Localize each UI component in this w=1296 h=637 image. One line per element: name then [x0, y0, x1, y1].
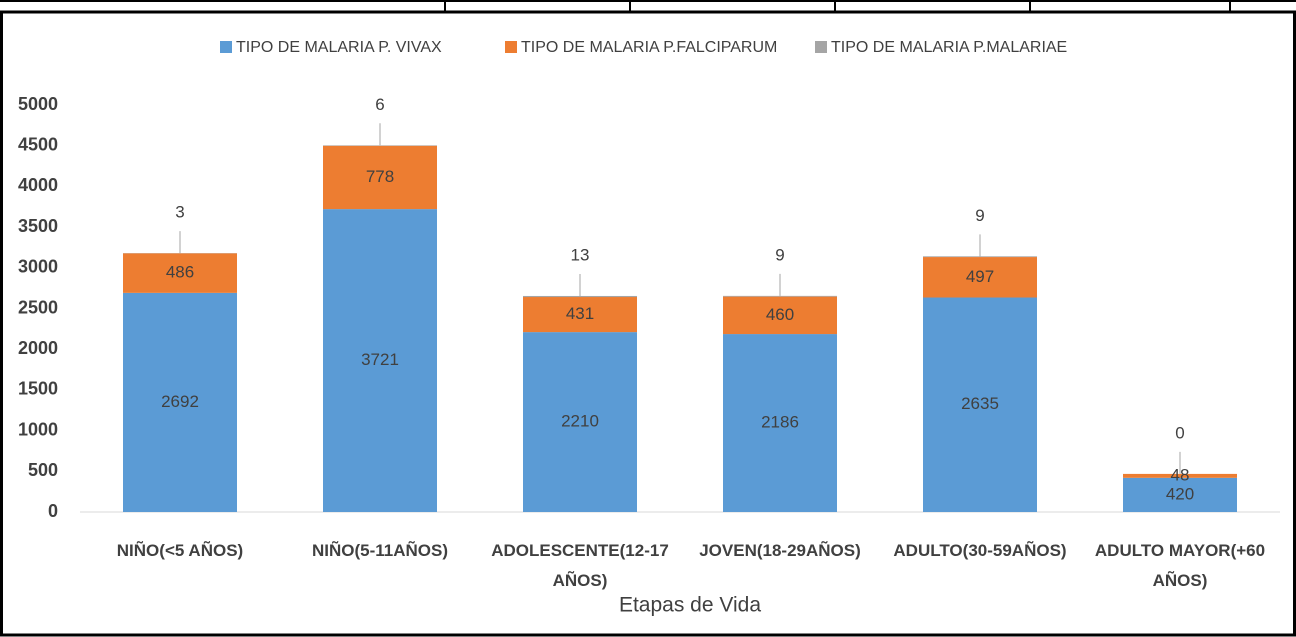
- data-label: 497: [966, 267, 994, 286]
- bar-segment: [723, 334, 837, 512]
- data-label: 9: [975, 206, 984, 225]
- data-label: 486: [166, 263, 194, 282]
- data-label: 431: [566, 304, 594, 323]
- y-tick-label: 500: [28, 460, 58, 480]
- legend-label: TIPO DE MALARIA P. VIVAX: [236, 39, 442, 56]
- y-tick-label: 1500: [18, 379, 58, 399]
- legend-swatch: [220, 41, 232, 53]
- bar-segment: [723, 296, 837, 335]
- data-label: 3: [175, 203, 184, 222]
- bar-segment: [523, 332, 637, 512]
- y-tick-label: 4500: [18, 134, 58, 154]
- legend-label: TIPO DE MALARIA P.MALARIAE: [831, 39, 1067, 56]
- x-tick-label: ADOLESCENTE(12-17 AÑOS): [491, 541, 669, 590]
- y-tick-label: 1000: [18, 419, 58, 439]
- data-label: 6: [375, 95, 384, 114]
- y-tick-label: 5000: [18, 94, 58, 114]
- data-label: 2210: [561, 412, 599, 431]
- data-label: 0: [1175, 423, 1184, 442]
- bar-segment: [523, 297, 637, 333]
- bar-segment: [323, 145, 437, 210]
- data-label: 2635: [961, 394, 999, 413]
- bar-segment: [1123, 477, 1237, 512]
- y-tick-label: 2000: [18, 338, 58, 358]
- y-tick-label: 4000: [18, 175, 58, 195]
- bar-segment: [1123, 473, 1237, 478]
- y-tick-label: 2500: [18, 297, 58, 317]
- x-tick-label: NIÑO(<5 AÑOS): [116, 541, 244, 560]
- x-tick-label: ADULTO(30-59AÑOS): [893, 541, 1067, 560]
- x-axis-title: Etapas de Vida: [619, 594, 761, 617]
- data-label: 778: [366, 167, 394, 186]
- data-label: 13: [571, 245, 590, 264]
- legend-swatch: [815, 41, 827, 53]
- x-tick-label: ADULTO MAYOR(+60 AÑOS): [1094, 541, 1266, 590]
- data-label: 2186: [761, 413, 799, 432]
- y-tick-label: 0: [48, 501, 58, 521]
- bar-segment: [323, 209, 437, 512]
- x-tick-label: JOVEN(18-29AÑOS): [699, 541, 861, 560]
- legend-label: TIPO DE MALARIA P.FALCIPARUM: [521, 39, 777, 56]
- bar-segment: [923, 257, 1037, 298]
- data-label: 48: [1171, 465, 1190, 484]
- bar-segment: [123, 253, 237, 293]
- bar-segment: [723, 295, 837, 297]
- bar-segment: [123, 292, 237, 512]
- data-label: 3721: [361, 350, 399, 369]
- data-label: 420: [1166, 484, 1194, 503]
- data-label: 460: [766, 305, 794, 324]
- bar-segment: [923, 256, 1037, 258]
- y-tick-label: 3500: [18, 216, 58, 236]
- data-label: 9: [775, 245, 784, 264]
- legend-swatch: [505, 41, 517, 53]
- frame: [0, 10, 1296, 637]
- x-tick-label: NIÑO(5-11AÑOS): [311, 541, 449, 560]
- bar-segment: [523, 295, 637, 298]
- bar-segment: [923, 297, 1037, 512]
- data-label: 2692: [161, 392, 199, 411]
- y-tick-label: 3000: [18, 257, 58, 277]
